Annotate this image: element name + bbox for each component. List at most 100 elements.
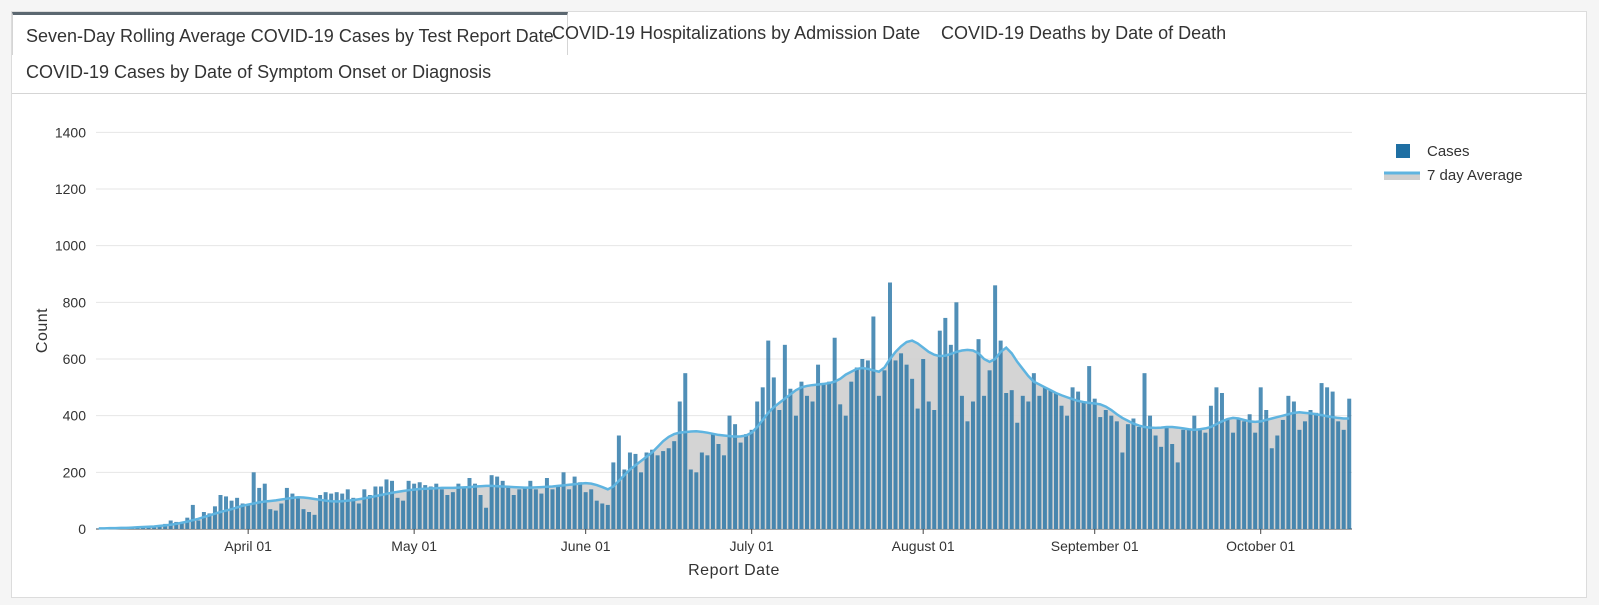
case-bar[interactable] — [406, 480, 411, 529]
case-bar[interactable] — [954, 302, 959, 529]
case-bar[interactable] — [235, 497, 240, 529]
case-bar[interactable] — [716, 444, 721, 529]
case-bar[interactable] — [489, 475, 494, 529]
case-bar[interactable] — [1175, 462, 1180, 529]
case-bar[interactable] — [650, 449, 655, 529]
case-bar[interactable] — [727, 415, 732, 529]
case-bar[interactable] — [998, 340, 1003, 529]
case-bar[interactable] — [190, 504, 195, 529]
case-bar[interactable] — [799, 381, 804, 529]
case-bar[interactable] — [345, 489, 350, 529]
case-bar[interactable] — [810, 401, 815, 530]
case-bar[interactable] — [699, 452, 704, 530]
case-bar[interactable] — [1302, 421, 1307, 529]
case-bar[interactable] — [528, 480, 533, 529]
case-bar[interactable] — [1103, 410, 1108, 529]
case-bar[interactable] — [1076, 391, 1081, 529]
case-bar[interactable] — [1087, 366, 1092, 529]
case-bar[interactable] — [1264, 410, 1269, 529]
case-bar[interactable] — [544, 478, 549, 529]
case-bar[interactable] — [982, 395, 987, 529]
case-bar[interactable] — [1065, 415, 1070, 529]
case-bar[interactable] — [821, 383, 826, 529]
case-bar[interactable] — [605, 504, 610, 529]
case-bar[interactable] — [1319, 383, 1324, 529]
case-bar[interactable] — [412, 483, 417, 529]
case-bar[interactable] — [257, 487, 262, 529]
case-bar[interactable] — [550, 489, 555, 529]
case-bar[interactable] — [511, 495, 516, 529]
case-bar[interactable] — [1181, 429, 1186, 529]
case-bar[interactable] — [639, 472, 643, 529]
case-bar[interactable] — [1214, 387, 1219, 529]
case-bar[interactable] — [1269, 448, 1274, 529]
case-bar[interactable] — [1208, 405, 1213, 529]
case-bar[interactable] — [1242, 421, 1247, 529]
case-bar[interactable] — [749, 429, 754, 529]
case-bar[interactable] — [224, 496, 229, 529]
tab-hospitalizations[interactable]: COVID-19 Hospitalizations by Admission D… — [552, 23, 921, 43]
case-bar[interactable] — [384, 479, 389, 529]
case-bar[interactable] — [268, 509, 273, 529]
case-bar[interactable] — [1142, 373, 1147, 529]
legend-cases-swatch[interactable] — [1396, 144, 1410, 158]
case-bar[interactable] — [373, 486, 378, 530]
case-bar[interactable] — [1125, 424, 1130, 529]
case-bar[interactable] — [788, 388, 793, 529]
case-bar[interactable] — [611, 462, 616, 529]
case-bar[interactable] — [506, 486, 511, 530]
case-bar[interactable] — [987, 370, 992, 529]
case-bar[interactable] — [594, 500, 599, 529]
case-bar[interactable] — [683, 373, 688, 529]
case-bar[interactable] — [854, 367, 859, 530]
case-bar[interactable] — [959, 395, 964, 529]
case-bar[interactable] — [1314, 412, 1319, 529]
case-bar[interactable] — [246, 504, 251, 529]
case-bar[interactable] — [589, 489, 594, 529]
case-bar[interactable] — [450, 492, 455, 529]
case-bar[interactable] — [1098, 417, 1103, 529]
case-bar[interactable] — [445, 495, 450, 529]
case-bar[interactable] — [1020, 395, 1025, 529]
case-bar[interactable] — [229, 500, 234, 529]
case-bar[interactable] — [461, 487, 466, 529]
case-bar[interactable] — [805, 395, 809, 529]
case-bar[interactable] — [1153, 435, 1158, 530]
case-bar[interactable] — [904, 364, 909, 529]
case-bar[interactable] — [179, 523, 184, 529]
tab-seven-day-rolling-average[interactable]: Seven-Day Rolling Average COVID-19 Cases… — [12, 12, 568, 55]
case-bar[interactable] — [390, 480, 395, 529]
case-bar[interactable] — [207, 513, 212, 529]
tab-deaths[interactable]: COVID-19 Deaths by Date of Death — [941, 23, 1227, 43]
case-bar[interactable] — [484, 507, 489, 529]
case-bar[interactable] — [710, 434, 715, 529]
case-bar[interactable] — [888, 282, 892, 530]
case-bar[interactable] — [251, 472, 256, 529]
case-bar[interactable] — [1225, 418, 1230, 530]
case-bar[interactable] — [572, 476, 577, 529]
case-bar[interactable] — [473, 483, 477, 529]
case-bar[interactable] — [771, 377, 776, 529]
case-bar[interactable] — [926, 401, 931, 530]
case-bar[interactable] — [1203, 432, 1208, 529]
case-bar[interactable] — [279, 503, 284, 530]
case-bar[interactable] — [561, 472, 566, 529]
case-bar[interactable] — [578, 482, 583, 529]
case-bar[interactable] — [295, 496, 300, 529]
case-bar[interactable] — [899, 353, 904, 529]
case-bar[interactable] — [533, 489, 538, 529]
case-bar[interactable] — [1092, 398, 1097, 529]
case-bar[interactable] — [1015, 422, 1020, 529]
case-bar[interactable] — [362, 489, 367, 529]
case-bar[interactable] — [661, 451, 666, 529]
case-bar[interactable] — [329, 493, 334, 529]
case-bar[interactable] — [356, 503, 361, 530]
case-bar[interactable] — [1336, 421, 1341, 529]
case-bar[interactable] — [865, 360, 870, 529]
case-bar[interactable] — [915, 408, 920, 529]
case-bar[interactable] — [240, 503, 245, 530]
case-bar[interactable] — [318, 495, 323, 529]
case-bar[interactable] — [733, 424, 738, 529]
case-bar[interactable] — [1330, 391, 1335, 529]
case-bar[interactable] — [1148, 415, 1153, 529]
